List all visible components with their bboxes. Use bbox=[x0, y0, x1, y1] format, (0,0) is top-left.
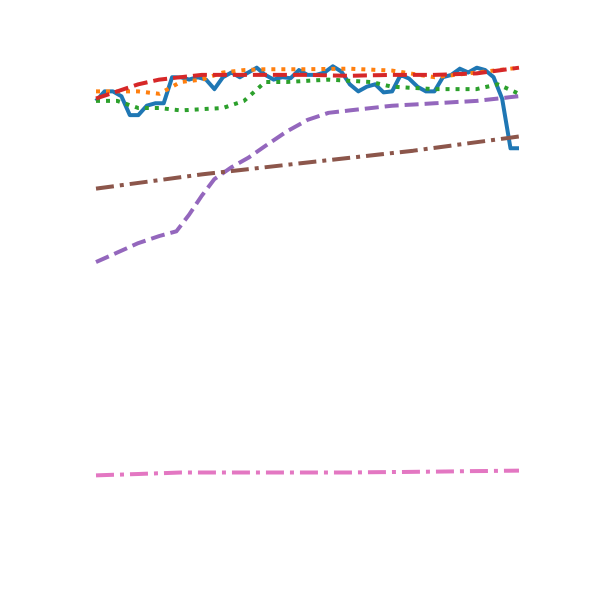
series-line-1 bbox=[94, 64, 519, 151]
series-layer bbox=[94, 64, 520, 478]
series-line-7 bbox=[95, 468, 520, 478]
series-line-4 bbox=[95, 65, 520, 101]
series-line-2 bbox=[96, 65, 520, 96]
series-line-5 bbox=[95, 94, 520, 264]
series-line-6 bbox=[95, 134, 520, 191]
